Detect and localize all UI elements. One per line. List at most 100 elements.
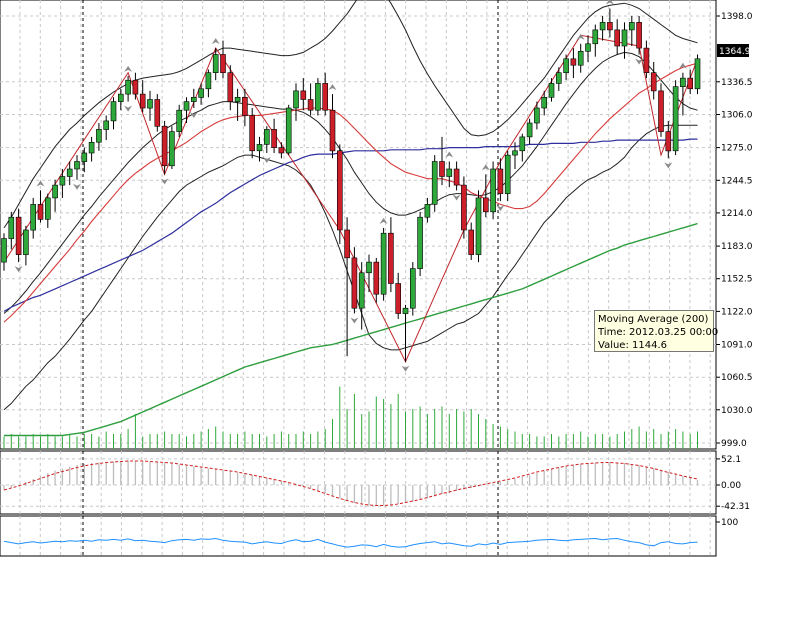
candle-body	[658, 90, 664, 132]
fractal-down-arrow	[189, 112, 198, 119]
candle-body	[358, 272, 365, 309]
fractal-down-arrow	[124, 105, 133, 112]
candle-body	[577, 50, 584, 66]
candle-body	[585, 43, 591, 52]
current-price-label: 1364.9	[717, 44, 751, 57]
candle-body	[388, 232, 394, 284]
fractal-up-arrow	[445, 151, 454, 158]
price-tick-label: 1244.5	[721, 176, 753, 186]
candle-body	[66, 168, 73, 177]
candle-body	[37, 204, 44, 220]
candle-body	[139, 93, 146, 109]
candle-body	[242, 97, 248, 116]
moving-average-200-line	[4, 222, 698, 437]
zigzag-polyline	[3, 34, 698, 363]
price-tick-label: 1030.0	[721, 406, 753, 416]
oscillator-tick-label: 0.00	[721, 481, 741, 491]
candle-body	[351, 257, 358, 309]
candle-body	[680, 77, 686, 87]
candle-body	[183, 101, 190, 111]
candle-body	[446, 168, 453, 177]
tooltip-value: Value: 1144.6	[598, 340, 667, 351]
candle-body	[687, 77, 694, 90]
oscillator-tick-label: -42.31	[721, 502, 750, 512]
price-tick-label: 999.0	[721, 439, 747, 449]
candle-body	[96, 129, 102, 143]
price-tick-label: 1398.0	[721, 12, 753, 22]
candle-body	[512, 150, 518, 156]
candle-body	[176, 109, 182, 132]
candle-body	[607, 22, 613, 31]
candle-body	[519, 136, 526, 152]
candle-body	[1, 238, 7, 263]
candle-body	[234, 97, 241, 102]
fractal-up-arrow	[605, 0, 614, 5]
candle-body	[336, 150, 343, 231]
price-axis: 1398.0 1336.5 1306.0 1275.0 1244.5 1214.0 1183…	[716, 12, 753, 449]
fractal-up-arrow	[379, 217, 388, 224]
bollinger-upper-line	[3, 0, 698, 229]
fractal-down-arrow	[262, 156, 271, 163]
candle-body	[154, 99, 161, 127]
fractal-down-arrow	[160, 178, 169, 185]
candle-body	[329, 109, 336, 152]
candle-body	[59, 176, 66, 186]
candle-body	[256, 144, 263, 152]
candle-body	[541, 97, 548, 109]
candle-body	[44, 197, 51, 220]
candle-body	[278, 147, 285, 154]
candle-body	[570, 58, 577, 66]
price-tick-label: 1122.0	[721, 307, 753, 317]
candle-body	[8, 216, 15, 239]
candle-body	[293, 90, 299, 109]
candle-body	[227, 72, 234, 102]
candle-body	[672, 86, 679, 152]
candle-body	[409, 268, 416, 309]
main-grid	[0, 0, 716, 449]
moving-average-blue-line	[3, 138, 698, 312]
candle-body	[475, 197, 482, 255]
candle-body	[490, 168, 496, 213]
price-tick-label: 1275.0	[721, 144, 753, 154]
tooltip-title: Moving Average (200)	[598, 314, 709, 325]
candle-body	[402, 307, 409, 314]
candle-body	[643, 47, 650, 73]
candle-body	[563, 58, 569, 73]
main-panel	[0, 0, 717, 450]
candle-body	[636, 22, 642, 49]
candle-body	[263, 129, 270, 145]
candle-body	[468, 229, 475, 255]
candle-body	[453, 168, 460, 186]
price-tick-label: 1214.0	[721, 209, 753, 219]
fractal-down-arrow	[664, 162, 673, 169]
candle-body	[665, 131, 672, 152]
rsi-polyline	[3, 537, 698, 548]
fractal-up-arrow	[36, 180, 45, 187]
moving-average-red-line	[3, 62, 698, 323]
price-tick-label: 1091.0	[721, 341, 753, 351]
candle-body	[650, 72, 657, 92]
candle-body	[344, 229, 350, 259]
candle-body	[431, 161, 438, 205]
candle-body	[694, 58, 701, 90]
candle-body	[482, 197, 489, 213]
candle-body	[198, 88, 204, 98]
volume-bars	[3, 386, 698, 449]
candle-body	[52, 184, 58, 199]
oscillator-axis: 52.1 0.00 -42.31	[716, 455, 750, 512]
candle-body	[504, 154, 511, 194]
candle-body	[271, 129, 277, 148]
fractal-down-arrow	[401, 365, 410, 372]
candle-body	[461, 184, 467, 231]
current-price-value: 1364.9	[719, 47, 751, 57]
price-tick-label: 1306.0	[721, 111, 753, 121]
candle-body	[628, 22, 635, 31]
candle-body	[307, 99, 314, 111]
candle-body	[424, 204, 431, 218]
bollinger-middle-band	[3, 51, 698, 314]
candle-body	[191, 97, 197, 102]
candle-body	[132, 79, 139, 95]
bollinger-lower-line	[3, 124, 698, 411]
fractal-down-arrow	[73, 183, 81, 190]
candle-body	[23, 229, 29, 255]
